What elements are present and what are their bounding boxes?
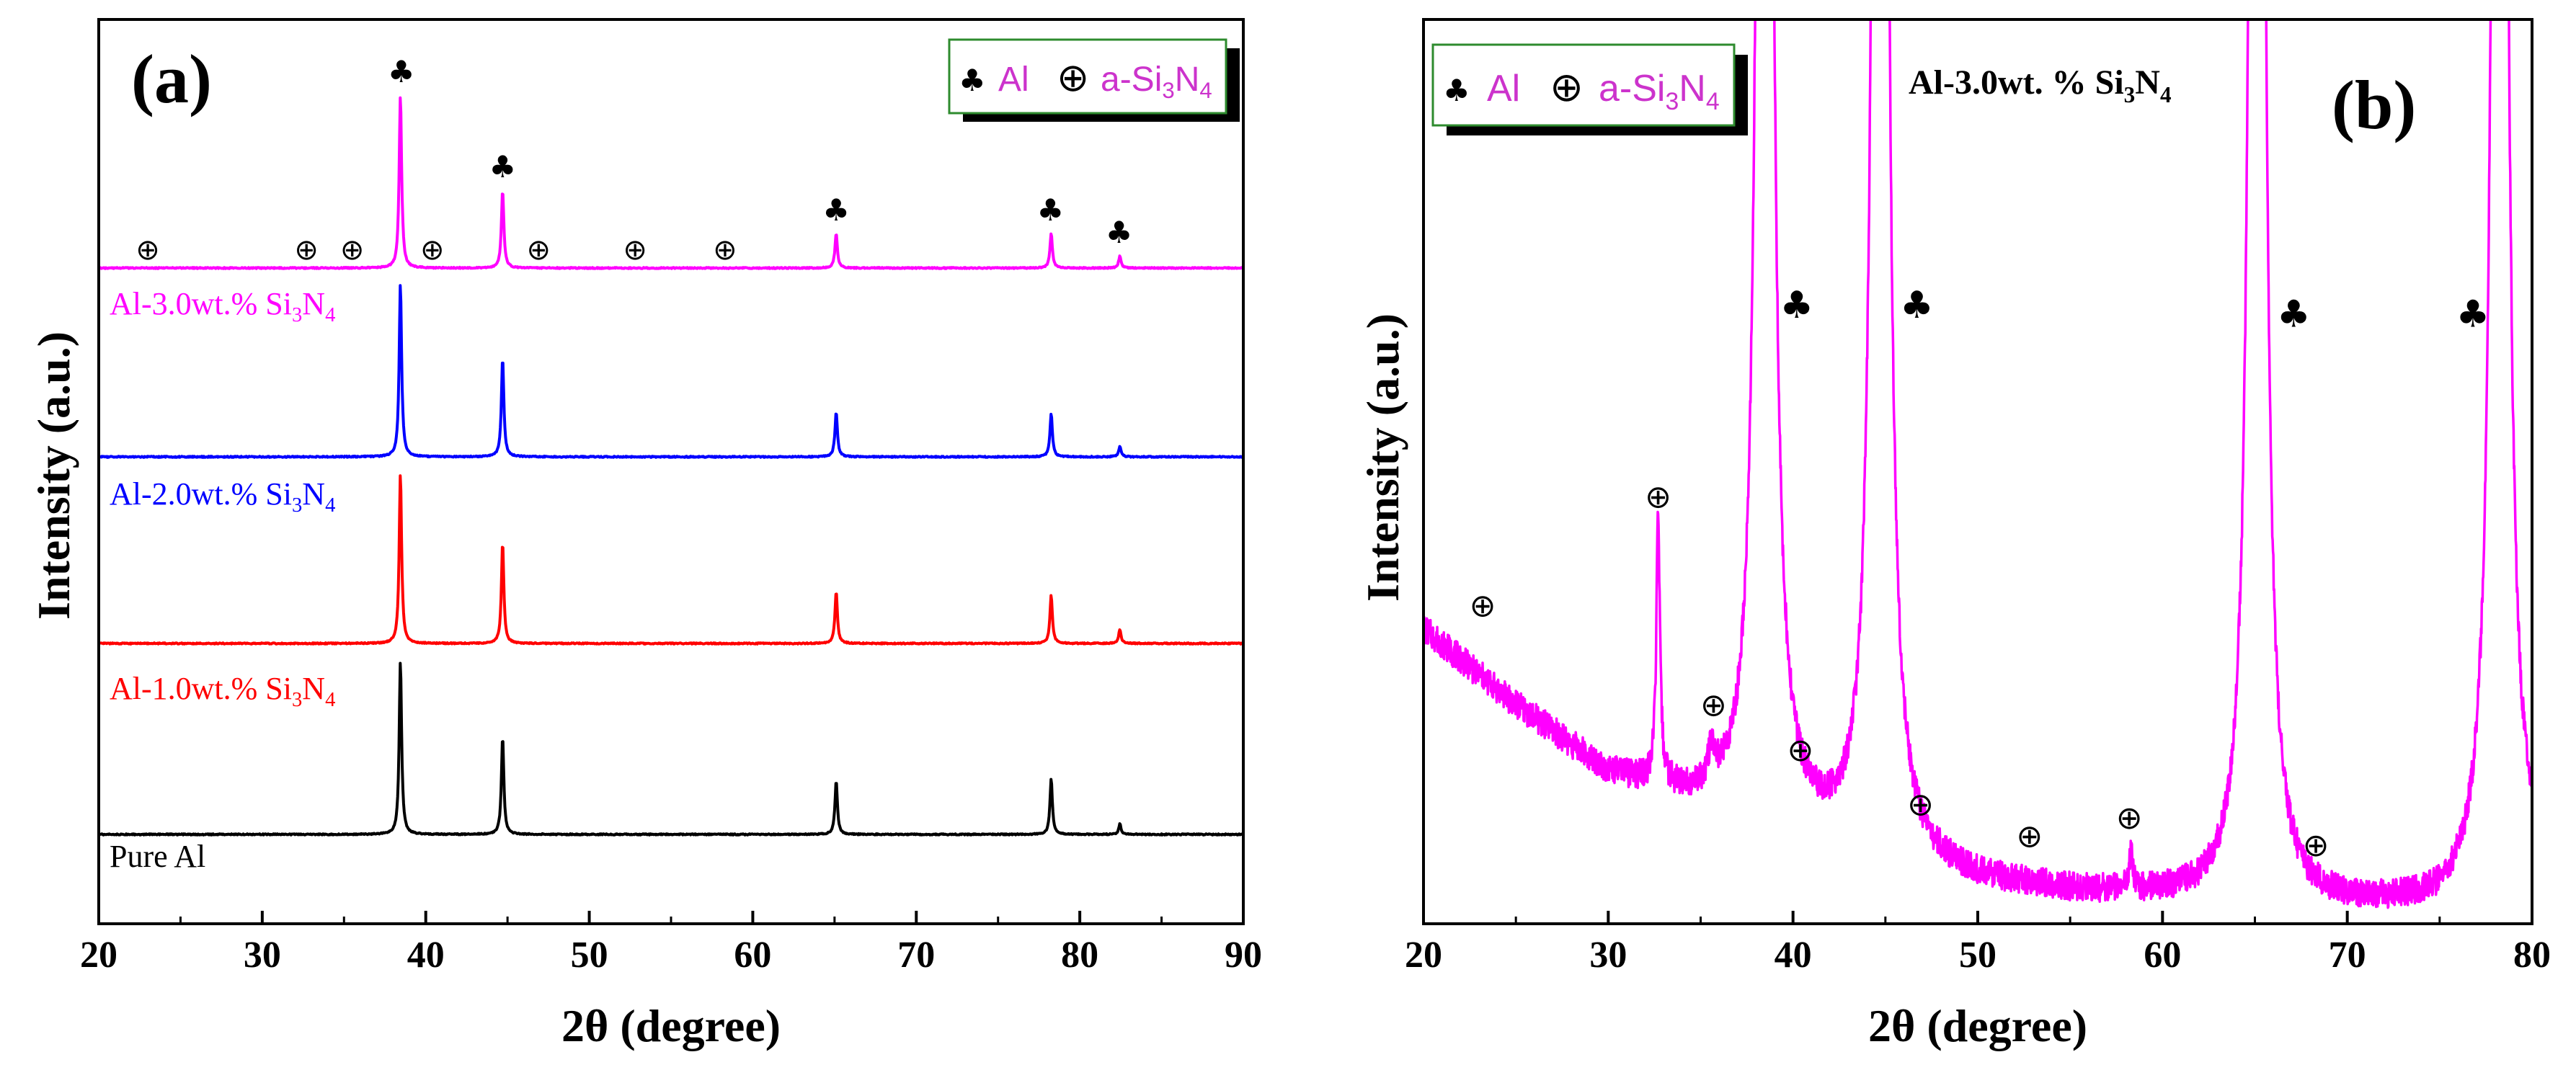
legend-box: [1431, 43, 1736, 127]
legend-al-label: Al: [1487, 68, 1520, 110]
series-label-pure-al: Pure Al: [110, 839, 205, 874]
series-label-al-2wt: Al-2.0wt.% Si3N4: [110, 476, 335, 517]
panel-b-series: [1424, 19, 2532, 909]
panel-b: 20 30 40 50 60 70 80 ♣ ♣ ♣ ♣ ⊕ ⊕ ⊕ ⊕ ⊕ ⊕ ⊕ ⊕ (b) Al-3.0wt…: [1357, 18, 2551, 1051]
panel-b-label: (b): [2332, 66, 2416, 143]
panel-b-ticks: 20 30 40 50 60 70 80: [1405, 911, 2551, 976]
si3n4-peak-marker: ⊕: [294, 233, 319, 267]
series-line-al-3-0wt-si3n4: [97, 96, 1245, 270]
panel-a-peak-markers: ♣ ♣ ♣ ♣ ♣ ⊕ ⊕ ⊕ ⊕ ⊕ ⊕ ⊕: [136, 54, 1132, 267]
legend-al-symbol: ♣: [1443, 73, 1470, 108]
series-line-pure-al: [97, 661, 1245, 837]
panel-b-x-tick-label: 30: [1589, 935, 1627, 976]
panel-a-x-tick-label: 60: [734, 935, 771, 976]
panel-b-x-tick-label: 60: [2144, 935, 2181, 976]
panel-a-x-tick-label: 40: [407, 935, 445, 976]
panel-a-series-labels: Pure Al Al-1.0wt.% Si3N4 Al-2.0wt.% Si3N…: [110, 286, 335, 874]
panel-a-label: (a): [131, 40, 212, 117]
panel-b-legend: ♣ Al ⊕ a-Si3N4: [1431, 43, 1748, 135]
series-line-al-3wt-si3n4: [1424, 19, 2532, 909]
panel-a-x-tick-label: 50: [571, 935, 608, 976]
si3n4-peak-marker: ⊕: [1470, 587, 1496, 624]
si3n4-peak-marker: ⊕: [136, 233, 160, 267]
al-peak-marker: ♣: [388, 54, 415, 89]
legend-si3n4-symbol: ⊕: [1057, 55, 1089, 100]
legend-box: [948, 38, 1227, 115]
panel-b-x-tick-label: 40: [1775, 935, 1812, 976]
legend-si3n4-symbol: ⊕: [1550, 64, 1584, 111]
si3n4-peak-marker: ⊕: [420, 233, 445, 267]
si3n4-peak-marker: ⊕: [2116, 800, 2143, 837]
al-peak-marker: ♣: [489, 149, 517, 184]
si3n4-peak-marker: ⊕: [340, 233, 365, 267]
panel-a-x-tick-label: 70: [897, 935, 935, 976]
panel-a: 20 30 40 50 60 70 80 90 ♣ ♣ ♣ ♣ ♣ ⊕ ⊕ ⊕ ⊕ ⊕ ⊕ ⊕ (a) Pure A…: [28, 18, 1262, 1051]
si3n4-peak-marker: ⊕: [1700, 687, 1727, 723]
panel-b-x-tick-label: 50: [1959, 935, 1997, 976]
panel-b-title: Al-3.0wt. % Si3N4: [1909, 63, 2172, 107]
series-label-al-3wt: Al-3.0wt.% Si3N4: [110, 286, 335, 326]
panel-b-plot-frame: [1422, 18, 2533, 925]
panel-a-series: [97, 96, 1245, 837]
si3n4-peak-marker: ⊕: [1645, 479, 1671, 516]
panel-b-x-tick-label: 80: [2513, 935, 2551, 976]
legend-si3n4-label: a-Si3N4: [1101, 61, 1212, 103]
panel-b-x-tick-label: 20: [1405, 935, 1442, 976]
al-peak-marker: ♣: [2456, 293, 2490, 337]
panel-a-x-tick-label: 20: [80, 935, 117, 976]
panel-a-ticks: 20 30 40 50 60 70 80 90: [80, 911, 1262, 976]
si3n4-peak-marker: ⊕: [1787, 732, 1813, 769]
al-peak-marker: ♣: [1106, 215, 1133, 250]
al-peak-marker: ♣: [2277, 293, 2311, 337]
si3n4-peak-marker: ⊕: [2303, 827, 2329, 864]
si3n4-peak-marker: ⊕: [623, 233, 647, 267]
si3n4-peak-marker: ⊕: [2016, 818, 2043, 855]
al-peak-marker: ♣: [1780, 284, 1813, 327]
legend-si3n4-label: a-Si3N4: [1599, 68, 1720, 115]
panel-b-y-axis-title: Intensity (a.u.): [1357, 313, 1408, 602]
panel-a-x-axis-title: 2θ (degree): [561, 1000, 781, 1051]
panel-b-x-axis-title: 2θ (degree): [1868, 1000, 2087, 1051]
si3n4-peak-marker: ⊕: [1907, 786, 1934, 823]
si3n4-peak-marker: ⊕: [526, 233, 551, 267]
legend-al-label: Al: [998, 61, 1029, 99]
series-line-al-2-0wt-si3n4: [97, 284, 1245, 459]
si3n4-peak-marker: ⊕: [713, 233, 737, 267]
legend-al-symbol: ♣: [959, 63, 986, 98]
al-peak-marker: ♣: [1900, 284, 1934, 327]
al-peak-marker: ♣: [822, 192, 850, 228]
panel-b-x-tick-label: 70: [2329, 935, 2366, 976]
panel-a-y-axis-title: Intensity (a.u.): [28, 331, 79, 620]
series-line-al-1-0wt-si3n4: [97, 474, 1245, 646]
panel-a-x-tick-label: 30: [244, 935, 281, 976]
panel-a-x-tick-label: 90: [1225, 935, 1262, 976]
panel-b-peak-markers: ♣ ♣ ♣ ♣ ⊕ ⊕ ⊕ ⊕ ⊕ ⊕ ⊕ ⊕: [1470, 284, 2490, 864]
panel-a-x-tick-label: 80: [1061, 935, 1098, 976]
series-label-al-1wt: Al-1.0wt.% Si3N4: [110, 671, 335, 711]
panel-a-legend: ♣ Al ⊕ a-Si3N4: [948, 38, 1240, 122]
al-peak-marker: ♣: [1036, 192, 1064, 228]
panel-a-plot-frame: [97, 18, 1245, 925]
